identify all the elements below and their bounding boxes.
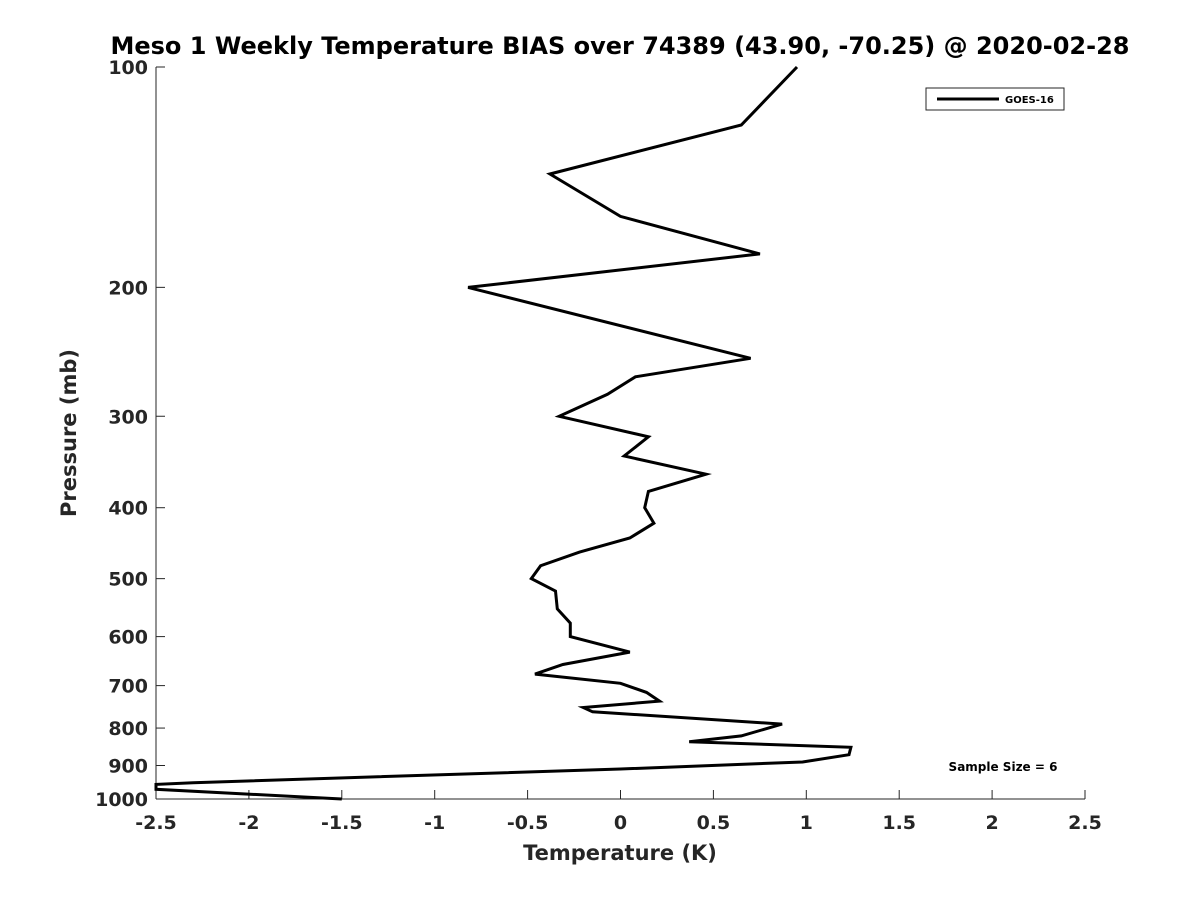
y-axis: 100 200 300 400 500 600 700 800 900 1000: [95, 57, 165, 811]
x-tick-label: 0.5: [697, 812, 731, 834]
y-tick-label: 500: [108, 569, 148, 591]
x-tick-label: 2: [985, 812, 998, 834]
series-line-goes-16: [154, 65, 853, 801]
y-tick-label: 200: [108, 277, 148, 299]
y-tick-label: 800: [108, 718, 148, 740]
x-tick-label: -2.5: [135, 812, 177, 834]
y-ticks: 100 200 300 400 500 600 700 800 900 1000: [95, 57, 165, 811]
x-tick-label: 1.5: [882, 812, 916, 834]
x-tick-label: 2.5: [1068, 812, 1102, 834]
y-tick-label: 400: [108, 498, 148, 520]
y-tick-label: 900: [108, 756, 148, 778]
x-tick-label: -0.5: [507, 812, 549, 834]
x-axis: -2.5 -2 -1.5 -1 -0.5 0 0.5 1 1.5 2 2.5: [135, 790, 1102, 834]
series-layer: [154, 65, 853, 801]
plot-area: [156, 67, 1085, 799]
x-axis-label: Temperature (K): [523, 841, 717, 865]
x-tick-label: -2: [238, 812, 259, 834]
y-axis-label: Pressure (mb): [57, 349, 81, 517]
x-ticks: -2.5 -2 -1.5 -1 -0.5 0 0.5 1 1.5 2 2.5: [135, 790, 1102, 834]
legend-label-goes-16: GOES-16: [1005, 95, 1054, 106]
y-tick-label: 600: [108, 627, 148, 649]
y-tick-label: 100: [108, 57, 148, 79]
x-tick-label: -1.5: [321, 812, 363, 834]
x-tick-label: -1: [424, 812, 445, 834]
y-tick-label: 700: [108, 676, 148, 698]
y-tick-label: 300: [108, 406, 148, 428]
legend: GOES-16: [925, 87, 1065, 111]
sample-size-annotation: Sample Size = 6: [949, 760, 1058, 774]
x-tick-label: 0: [614, 812, 627, 834]
x-tick-label: 1: [800, 812, 813, 834]
y-tick-label: 1000: [95, 789, 148, 811]
chart-title: Meso 1 Weekly Temperature BIAS over 7438…: [110, 32, 1129, 60]
